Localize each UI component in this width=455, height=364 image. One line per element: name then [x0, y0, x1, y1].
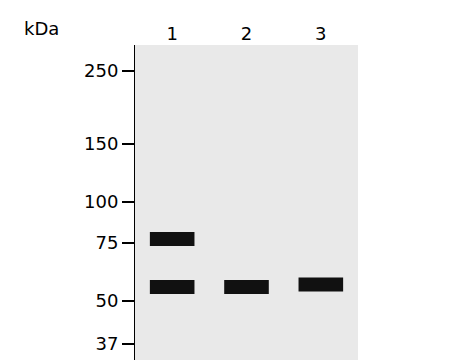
svg-text:75: 75: [95, 232, 118, 253]
svg-text:1: 1: [166, 23, 177, 44]
svg-text:37: 37: [95, 333, 118, 354]
svg-text:3: 3: [315, 23, 326, 44]
svg-text:2: 2: [241, 23, 252, 44]
svg-text:100: 100: [84, 191, 118, 212]
svg-text:250: 250: [84, 60, 118, 81]
svg-text:kDa: kDa: [24, 18, 59, 39]
svg-text:150: 150: [84, 133, 118, 154]
svg-text:50: 50: [95, 290, 118, 311]
